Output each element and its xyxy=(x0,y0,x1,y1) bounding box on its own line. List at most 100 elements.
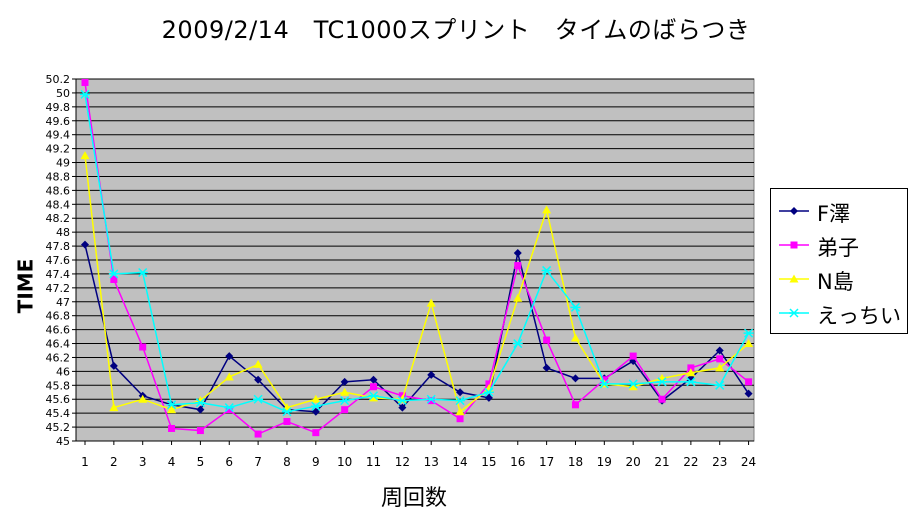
y-tick-label: 48.8 xyxy=(46,170,71,183)
legend: F澤 弟子 N島 えっちい xyxy=(770,188,908,334)
legend-item: 弟子 xyxy=(771,229,909,261)
x-tick-label: 4 xyxy=(168,455,176,469)
data-point xyxy=(513,249,522,258)
legend-marker xyxy=(789,308,799,318)
data-point xyxy=(483,387,494,397)
data-point xyxy=(628,379,639,389)
legend-marker xyxy=(790,241,798,249)
y-tick-label: 45.6 xyxy=(46,393,71,406)
x-tick-label: 6 xyxy=(225,455,233,469)
x-tick-label: 21 xyxy=(654,455,669,469)
x-tick-label: 9 xyxy=(312,455,320,469)
y-tick-label: 48.4 xyxy=(46,198,71,211)
data-point xyxy=(81,240,89,249)
x-tick-label: 10 xyxy=(337,455,352,469)
data-point xyxy=(485,380,493,388)
data-point xyxy=(398,403,407,412)
data-point xyxy=(310,401,321,411)
y-tick-label: 49.6 xyxy=(46,115,71,128)
data-point xyxy=(370,383,378,391)
x-tick-label: 2 xyxy=(110,455,118,469)
data-point xyxy=(686,368,696,377)
x-tick-label: 8 xyxy=(283,455,291,469)
data-point xyxy=(253,394,264,404)
y-tick-label: 45.2 xyxy=(46,421,71,434)
x-tick-label: 20 xyxy=(626,455,641,469)
y-tick-label: 45.8 xyxy=(46,379,71,392)
data-point xyxy=(283,418,291,426)
x-tick-label: 24 xyxy=(741,455,756,469)
data-point xyxy=(109,361,118,370)
x-tick-label: 14 xyxy=(452,455,467,469)
x-tick-label: 5 xyxy=(197,455,205,469)
x-tick-label: 13 xyxy=(424,455,439,469)
data-point xyxy=(340,387,350,396)
data-point xyxy=(397,396,408,406)
data-point xyxy=(571,374,580,383)
legend-label: えっちい xyxy=(817,304,901,328)
data-point xyxy=(369,393,379,402)
data-point xyxy=(714,380,725,390)
y-tick-label: 48 xyxy=(56,226,70,239)
data-point xyxy=(81,78,89,86)
data-point xyxy=(455,396,466,406)
data-point xyxy=(744,389,753,398)
legend-label: F澤 xyxy=(817,202,851,226)
data-point xyxy=(196,405,205,414)
legend-swatch xyxy=(779,207,809,215)
x-tick-label: 3 xyxy=(139,455,147,469)
x-tick-label: 22 xyxy=(683,455,698,469)
y-tick-label: 46.8 xyxy=(46,310,71,323)
data-point xyxy=(484,393,493,402)
data-point xyxy=(312,429,320,437)
data-point xyxy=(745,378,753,386)
y-tick-label: 45 xyxy=(56,435,70,448)
data-point xyxy=(369,375,378,384)
x-tick-label: 17 xyxy=(539,455,554,469)
data-point xyxy=(254,430,262,438)
data-point xyxy=(80,151,90,160)
y-tick-label: 45.4 xyxy=(46,407,71,420)
y-tick-label: 46.2 xyxy=(46,351,71,364)
data-point xyxy=(224,403,235,413)
y-tick-label: 49.8 xyxy=(46,101,71,114)
legend-item: えっちい xyxy=(771,297,909,329)
x-tick-label: 18 xyxy=(568,455,583,469)
x-tick-label: 12 xyxy=(395,455,410,469)
data-point xyxy=(426,394,437,404)
data-point xyxy=(225,406,233,414)
data-point xyxy=(427,397,435,405)
data-point xyxy=(455,407,465,416)
data-point xyxy=(139,343,147,351)
x-tick-label: 16 xyxy=(510,455,525,469)
y-tick-label: 46 xyxy=(56,365,70,378)
data-point xyxy=(167,405,177,414)
data-point xyxy=(254,375,263,384)
data-point xyxy=(514,262,522,270)
data-point xyxy=(341,406,349,414)
data-point xyxy=(196,427,204,435)
legend-item: F澤 xyxy=(771,195,909,227)
data-point xyxy=(110,275,118,283)
data-point xyxy=(339,396,350,406)
x-tick-label: 11 xyxy=(366,455,381,469)
y-tick-label: 50 xyxy=(56,87,70,100)
data-point xyxy=(225,352,234,361)
y-tick-label: 49.2 xyxy=(46,143,71,156)
x-tick-label: 7 xyxy=(254,455,262,469)
data-point xyxy=(687,364,695,372)
y-tick-label: 47.4 xyxy=(46,268,71,281)
data-point xyxy=(542,363,551,372)
data-point xyxy=(629,352,637,360)
y-tick-label: 46.6 xyxy=(46,324,71,337)
data-point xyxy=(716,355,724,363)
data-point xyxy=(109,403,119,412)
y-tick-label: 49.4 xyxy=(46,129,71,142)
data-point xyxy=(368,391,379,401)
data-point xyxy=(570,333,580,342)
data-point xyxy=(715,346,724,355)
y-tick-label: 50.2 xyxy=(46,73,71,86)
data-point xyxy=(628,382,638,391)
data-point xyxy=(512,339,523,349)
